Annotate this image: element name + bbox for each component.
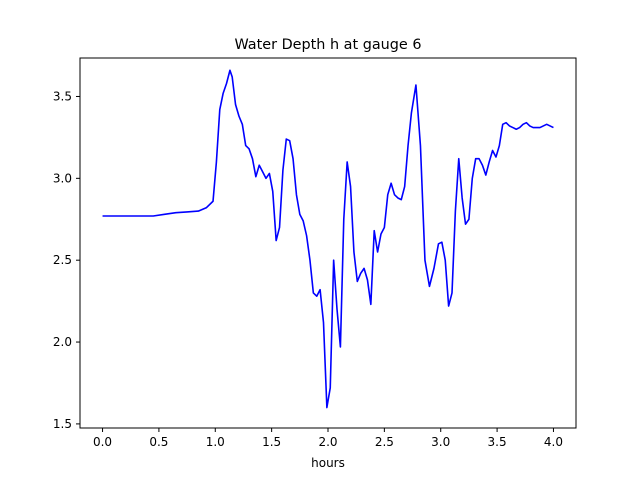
x-tick-label: 3.0 [431,435,450,449]
x-tick-label: 1.0 [206,435,225,449]
y-tick-label: 1.5 [53,417,72,431]
x-tick-label: 2.0 [318,435,337,449]
x-tick-label: 2.5 [375,435,394,449]
x-tick-label: 0.0 [93,435,112,449]
series-line-1 [102,69,554,409]
y-tick-label: 2.0 [53,335,72,349]
x-tick-label: 0.5 [149,435,168,449]
x-axis: 0.0 0.5 1.0 1.5 2.0 2.5 3.0 3.5 4.0 [93,428,563,449]
y-tick-label: 2.5 [53,253,72,267]
x-tick-label: 4.0 [544,435,563,449]
x-tick-label: 3.5 [488,435,507,449]
chart-title: Water Depth h at gauge 6 [234,37,421,53]
y-axis: 1.5 2.0 2.5 3.0 3.5 [53,89,80,431]
y-tick-label: 3.0 [53,171,72,185]
x-tick-label: 1.5 [262,435,281,449]
x-axis-label: hours [311,456,345,470]
y-tick-label: 3.5 [53,89,72,103]
